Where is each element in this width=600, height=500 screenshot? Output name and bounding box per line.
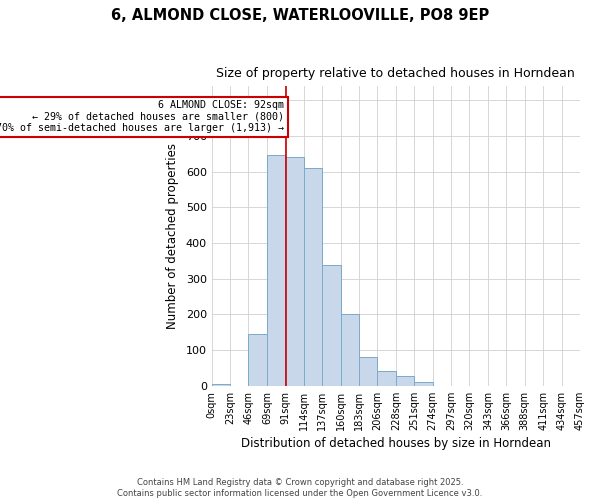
Bar	[359, 356, 377, 386]
X-axis label: Distribution of detached houses by size in Horndean: Distribution of detached houses by size …	[241, 437, 551, 450]
Bar	[212, 384, 230, 386]
Bar	[414, 382, 433, 386]
Y-axis label: Number of detached properties: Number of detached properties	[166, 143, 179, 329]
Bar	[396, 376, 414, 386]
Bar	[322, 265, 341, 386]
Bar	[267, 156, 286, 386]
Text: Contains HM Land Registry data © Crown copyright and database right 2025.
Contai: Contains HM Land Registry data © Crown c…	[118, 478, 482, 498]
Bar	[377, 371, 396, 386]
Bar	[248, 334, 267, 386]
Bar	[286, 158, 304, 386]
Title: Size of property relative to detached houses in Horndean: Size of property relative to detached ho…	[217, 68, 575, 80]
Text: 6, ALMOND CLOSE, WATERLOOVILLE, PO8 9EP: 6, ALMOND CLOSE, WATERLOOVILLE, PO8 9EP	[111, 8, 489, 22]
Bar	[341, 314, 359, 386]
Bar	[304, 168, 322, 386]
Text: 6 ALMOND CLOSE: 92sqm
← 29% of detached houses are smaller (800)
70% of semi-det: 6 ALMOND CLOSE: 92sqm ← 29% of detached …	[0, 100, 284, 134]
